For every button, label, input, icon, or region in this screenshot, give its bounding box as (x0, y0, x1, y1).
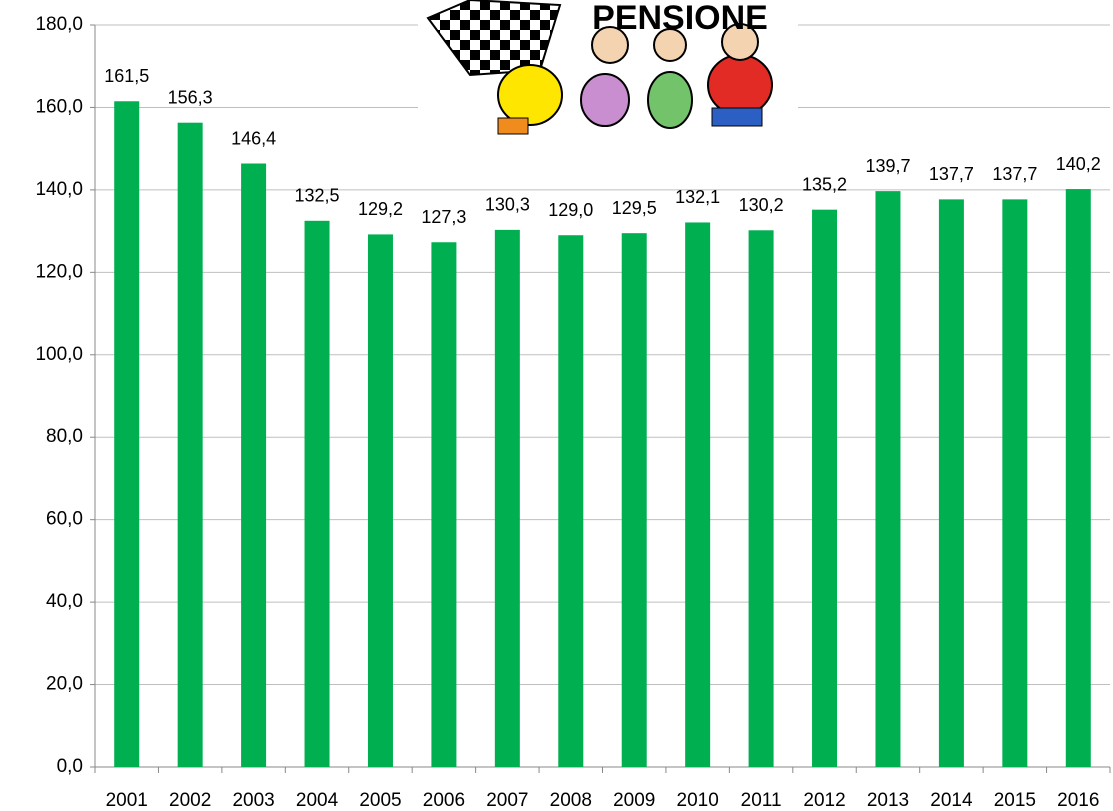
value-label: 130,2 (739, 195, 784, 215)
bar (114, 101, 140, 767)
x-tick-label: 2001 (106, 790, 148, 811)
annotation: PENSIONE (592, 0, 768, 37)
x-tick-label: 2003 (232, 790, 274, 811)
y-tick-label: 60,0 (46, 509, 83, 530)
x-tick-label: 2008 (550, 790, 592, 811)
value-label: 135,2 (802, 174, 847, 194)
bar (621, 233, 647, 767)
value-label: 132,1 (675, 187, 720, 207)
bar (875, 191, 901, 767)
bar (177, 122, 203, 768)
x-tick-label: 2010 (677, 790, 719, 811)
value-label: 127,3 (421, 207, 466, 227)
value-label: 137,7 (992, 164, 1037, 184)
x-tick-label: 2016 (1057, 790, 1099, 811)
y-tick-label: 120,0 (35, 261, 83, 282)
x-tick-label: 2013 (867, 790, 909, 811)
x-tick-label: 2011 (741, 790, 782, 811)
bar (1065, 189, 1091, 767)
y-tick-label: 140,0 (35, 179, 83, 200)
bar (304, 220, 330, 768)
value-label: 139,7 (865, 156, 910, 176)
bar (241, 163, 267, 768)
bar (748, 230, 774, 767)
pension-cartoon: PENSIONE (418, 0, 798, 162)
x-tick-label: 2006 (423, 790, 465, 811)
bar (558, 235, 584, 767)
value-label: 137,7 (929, 164, 974, 184)
bar (1002, 199, 1028, 767)
x-tick-label: 2004 (296, 790, 339, 811)
value-label: 132,5 (295, 186, 340, 206)
bar (367, 234, 393, 768)
value-label: 129,5 (612, 198, 657, 218)
value-label: 129,2 (358, 199, 403, 219)
bar (812, 209, 838, 768)
bar (938, 199, 964, 767)
x-tick-label: 2007 (486, 790, 528, 811)
value-label: 156,3 (168, 87, 213, 107)
value-label: 146,4 (231, 128, 276, 148)
value-label: 130,3 (485, 195, 530, 215)
y-tick-label: 20,0 (46, 674, 83, 695)
x-tick-label: 2012 (803, 790, 845, 811)
x-tick-label: 2009 (613, 790, 655, 811)
x-tick-label: 2015 (994, 790, 1036, 811)
y-tick-label: 40,0 (46, 591, 83, 612)
value-label: 161,5 (104, 66, 149, 86)
y-tick-label: 100,0 (35, 344, 83, 365)
y-tick-label: 80,0 (46, 426, 83, 447)
value-label: 129,0 (548, 200, 593, 220)
y-tick-label: 0,0 (57, 756, 83, 777)
x-tick-label: 2005 (359, 790, 401, 811)
bar (494, 229, 520, 767)
bar (685, 222, 711, 767)
x-tick-label: 2002 (169, 790, 211, 811)
bar (431, 242, 457, 768)
x-tick-label: 2014 (930, 790, 973, 811)
y-tick-label: 180,0 (35, 14, 83, 35)
y-tick-label: 160,0 (35, 96, 83, 117)
value-label: 140,2 (1056, 154, 1101, 174)
